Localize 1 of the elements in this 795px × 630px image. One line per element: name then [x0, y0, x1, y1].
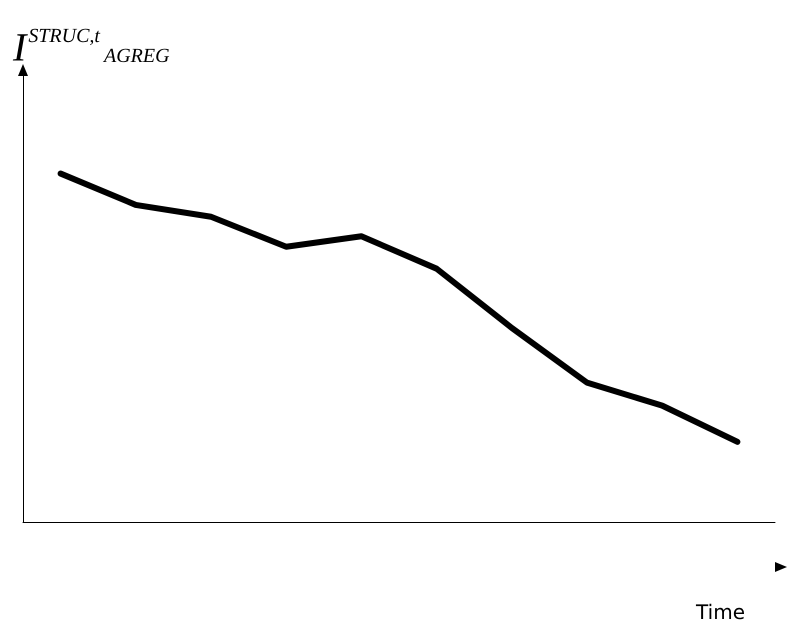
- x-axis-title: Time: [695, 600, 745, 624]
